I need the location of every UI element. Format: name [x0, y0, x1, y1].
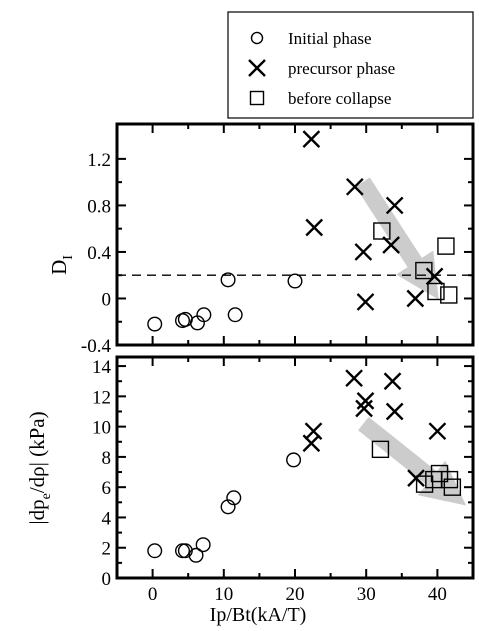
- bottom-point-circle-3: [188, 547, 204, 563]
- bottom-point-square-0: [371, 440, 390, 459]
- top-ylabel-sub: I: [61, 255, 76, 260]
- x-axis-label: Ip/Bt(kA/T): [210, 604, 307, 626]
- top-ytick-label: 0: [102, 289, 112, 310]
- top-point-x-6: [385, 196, 404, 215]
- top-point-square-3: [437, 237, 455, 255]
- legend-marker-circle: [250, 31, 264, 45]
- bottom-point-circle-1: [175, 543, 191, 559]
- bottom-ylabel-part1: |dp: [25, 499, 49, 524]
- top-point-x-3: [354, 243, 373, 261]
- bottom-point-circle-4: [195, 537, 211, 553]
- top-point-x-0: [302, 130, 321, 148]
- top-ytick-label: -0.4: [81, 336, 112, 357]
- legend-marker-x: [248, 59, 266, 77]
- top-point-square-0: [373, 222, 391, 240]
- bottom-point-x-4: [356, 392, 375, 410]
- bottom-point-square-1: [415, 475, 434, 493]
- legend-label-circle: Initial phase: [288, 29, 372, 48]
- bottom-point-x-6: [385, 402, 404, 421]
- top-trend-arrow: [355, 177, 439, 300]
- bottom-ytick-label: 8: [102, 448, 112, 469]
- bottom-ytick-label: 12: [92, 387, 111, 408]
- bottom-ylabel-sub: e: [39, 493, 54, 499]
- xtick-label: 40: [428, 584, 447, 605]
- top-point-circle-6: [227, 307, 243, 323]
- bottom-point-x-5: [383, 372, 402, 391]
- bottom-point-circle-6: [226, 490, 242, 506]
- top-point-square-1: [415, 261, 433, 280]
- bottom-ylabel-part2: /dρ| (kPa): [25, 411, 49, 493]
- xtick-label: 30: [357, 584, 376, 605]
- top-point-circle-5: [220, 272, 236, 288]
- bottom-ytick-label: 0: [102, 569, 112, 590]
- bottom-point-square-3: [430, 464, 449, 483]
- legend-marker-square: [249, 90, 265, 106]
- top-point-square-2: [427, 282, 445, 301]
- bottom-ylabel: |dpe/dρ| (kPa): [25, 411, 54, 524]
- top-point-x-2: [345, 177, 364, 196]
- bottom-ytick-label: 6: [102, 478, 112, 499]
- top-point-circle-7: [287, 273, 303, 289]
- top-panel: -0.4 0 0.4 0.8 1.2 DI: [47, 122, 475, 357]
- xtick-label: 10: [214, 584, 233, 605]
- xtick-label: 0: [148, 584, 158, 605]
- legend: Initial phase precursor phase before colla…: [227, 11, 474, 119]
- bottom-point-x-1: [304, 422, 323, 441]
- top-panel-frame: [115, 122, 475, 347]
- bottom-point-square-5: [443, 478, 462, 496]
- bottom-ytick-label: 4: [102, 508, 112, 529]
- bottom-ytick-label: 2: [102, 539, 112, 560]
- bottom-point-circle-7: [286, 452, 302, 468]
- top-point-circle-4: [196, 307, 212, 323]
- top-point-x-1: [305, 218, 324, 237]
- legend-box: [227, 11, 474, 119]
- top-point-square-4: [440, 286, 458, 304]
- bottom-ytick-label: 14: [92, 357, 112, 378]
- top-ytick-label: 0.8: [87, 196, 111, 217]
- xtick-label: 20: [286, 584, 305, 605]
- legend-label-square: before collapse: [288, 89, 391, 108]
- top-point-x-7: [406, 289, 425, 308]
- bottom-ytick-label: 10: [92, 418, 111, 439]
- top-ytick-label: 1.2: [87, 150, 111, 171]
- bottom-point-x-2: [345, 369, 363, 388]
- bottom-point-x-8: [428, 422, 447, 441]
- top-ylabel-main: D: [47, 260, 71, 275]
- top-ylabel: DI: [47, 255, 76, 275]
- legend-label-x: precursor phase: [288, 59, 395, 78]
- bottom-point-circle-2: [177, 543, 193, 559]
- top-point-x-8: [425, 267, 444, 286]
- top-point-circle-0: [147, 316, 163, 332]
- bottom-point-circle-0: [147, 543, 163, 559]
- bottom-panel: 0 2 4 6 8 10 12 14 0 10 20 30 40 |dpe/dρ| (kPa) Ip/B…: [25, 355, 475, 626]
- top-point-x-4: [356, 293, 375, 311]
- bottom-trend-arrow: [358, 416, 467, 506]
- top-ytick-label: 0.4: [87, 243, 111, 264]
